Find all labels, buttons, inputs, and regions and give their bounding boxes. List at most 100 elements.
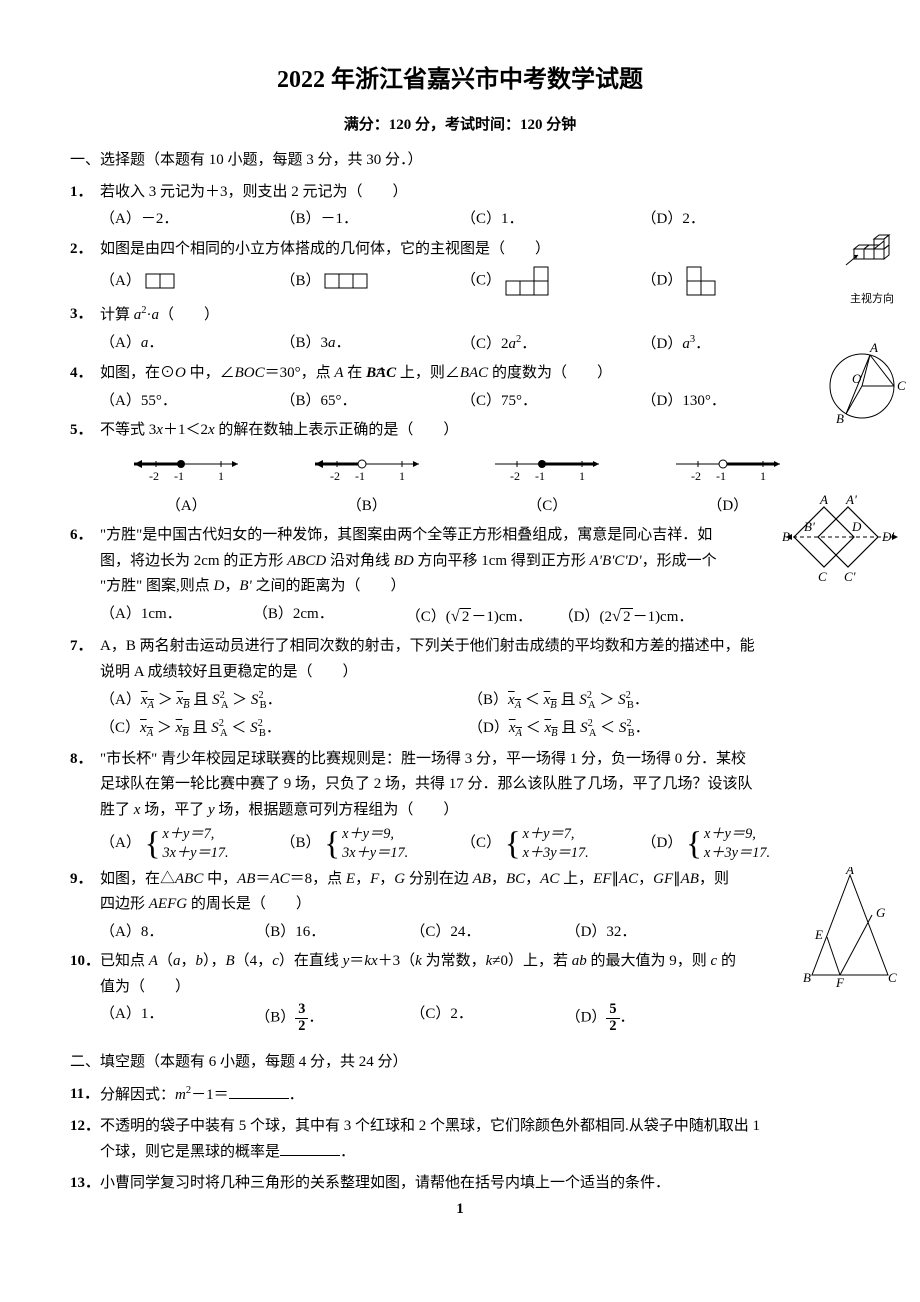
question-number: 3． <box>70 302 100 357</box>
front-view-a <box>145 271 181 291</box>
svg-text:-1: -1 <box>535 469 545 483</box>
fangsheng-figure: A A' B B' D D' C C' <box>780 493 910 603</box>
svg-text:G: G <box>876 905 886 920</box>
svg-text:-2: -2 <box>149 469 159 483</box>
option-c: -2 -1 1 （C） <box>461 446 634 520</box>
question-3: 3． 计算 a2·a（ ） （A）a． （B）3a． （C）2a2． （D）a3… <box>70 302 850 357</box>
question-text: A，B 两名射击运动员进行了相同次数的射击，下列关于他们射击成绩的平均数和方差的… <box>100 634 850 685</box>
option-a: （A）55°． <box>100 389 273 415</box>
question-2: 2． 如图是由四个相同的小立方体搭成的几何体，它的主视图是（ ） （A） （B）… <box>70 237 850 299</box>
answer-blank <box>229 1084 289 1099</box>
option-b: （B） <box>281 269 454 295</box>
front-view-d <box>686 264 722 298</box>
question-number: 1． <box>70 180 100 233</box>
svg-text:-2: -2 <box>691 469 701 483</box>
option-a: （A）1cm． <box>100 602 245 631</box>
svg-text:E: E <box>814 927 823 942</box>
view-direction-label: 主视方向 <box>844 290 900 309</box>
question-number: 12． <box>70 1114 100 1167</box>
svg-text:1: 1 <box>760 469 766 483</box>
question-number: 2． <box>70 237 100 299</box>
option-d: （D）52． <box>566 1002 713 1034</box>
question-text: 分解因式：m2－1＝． <box>100 1082 850 1109</box>
question-number: 9． <box>70 867 100 946</box>
option-d: （D）32． <box>566 920 713 946</box>
option-d: （D）2． <box>642 207 815 233</box>
svg-text:O: O <box>852 371 862 386</box>
option-b: （B） {x＋y＝9,3x＋y＝17. <box>281 825 454 862</box>
front-view-b <box>324 271 374 291</box>
exam-title: 2022 年浙江省嘉兴市中考数学试题 <box>70 60 850 101</box>
option-b: （B）xA ＜ xB 且 S2A ＞ S2B． <box>468 687 828 715</box>
question-text: "市长杯" 青少年校园足球联赛的比赛规则是：胜一场得 3 分，平一场得 1 分，… <box>100 747 850 824</box>
question-1: 1． 若收入 3 元记为＋3，则支出 2 元记为（ ） （A）－2． （B）－1… <box>70 180 850 233</box>
question-text: 小曹同学复习时将几种三角形的关系整理如图，请帮他在括号内填上一个适当的条件． <box>100 1171 850 1197</box>
svg-text:D: D <box>851 519 862 534</box>
option-c: （C） <box>461 264 634 298</box>
option-b: （B）－1． <box>281 207 454 233</box>
option-c: （C）2． <box>410 1002 557 1034</box>
question-8: 8． "市长杯" 青少年校园足球联赛的比赛规则是：胜一场得 3 分，平一场得 1… <box>70 747 850 863</box>
number-line-c: -2 -1 1 <box>487 450 607 490</box>
svg-text:-1: -1 <box>355 469 365 483</box>
question-text: 若收入 3 元记为＋3，则支出 2 元记为（ ） <box>100 180 850 206</box>
question-text: 如图，在△ABC 中，AB＝AC＝8，点 E，F，G 分别在边 AB，BC，AC… <box>100 867 740 918</box>
page-number: 1 <box>0 1197 920 1223</box>
option-b: -2 -1 1 （B） <box>281 446 454 520</box>
option-a: （A）8． <box>100 920 247 946</box>
svg-text:-2: -2 <box>330 469 340 483</box>
svg-text:A': A' <box>845 493 857 507</box>
svg-text:1: 1 <box>399 469 405 483</box>
option-d: （D）xA ＜ xB 且 S2A ＜ S2B． <box>468 715 828 743</box>
question-11: 11． 分解因式：m2－1＝． <box>70 1082 850 1111</box>
svg-text:C: C <box>888 970 897 985</box>
option-a: （A）xA ＞ xB 且 S2A ＞ S2B． <box>100 687 460 715</box>
number-line-b: -2 -1 1 <box>307 450 427 490</box>
svg-text:-1: -1 <box>716 469 726 483</box>
option-a: （A）a． <box>100 331 273 358</box>
option-a: （A）1． <box>100 1002 247 1034</box>
number-line-d: -2 -1 1 <box>668 450 788 490</box>
option-c: （C）(2－1)cm． <box>406 602 551 631</box>
section-2-header: 二、填空题（本题有 6 小题，每题 4 分，共 24 分） <box>70 1050 850 1076</box>
question-text: 如图，在⊙O 中，∠BOC＝30°，点 A 在 BAC 上，则∠BAC 的度数为… <box>100 361 850 387</box>
svg-text:B': B' <box>804 519 815 534</box>
question-10: 10． 已知点 A（a，b），B（4，c）在直线 y＝kx＋3（k 为常数，k≠… <box>70 949 850 1034</box>
question-9: 9． 如图，在△ABC 中，AB＝AC＝8，点 E，F，G 分别在边 AB，BC… <box>70 867 850 946</box>
question-number: 4． <box>70 361 100 414</box>
option-b: （B）32． <box>255 1002 402 1034</box>
option-b: （B）65°． <box>281 389 454 415</box>
svg-text:C': C' <box>844 569 856 584</box>
option-b: （B）2cm． <box>253 602 398 631</box>
question-text: 如图是由四个相同的小立方体搭成的几何体，它的主视图是（ ） <box>100 237 850 263</box>
option-d: （D） {x＋y＝9,x＋3y＝17. <box>642 825 815 862</box>
isometric-figure: 主视方向 <box>844 231 900 309</box>
option-c: （C）24． <box>410 920 557 946</box>
question-text: 已知点 A（a，b），B（4，c）在直线 y＝kx＋3（k 为常数，k≠0）上，… <box>100 949 740 1000</box>
question-12: 12． 不透明的袋子中装有 5 个球，其中有 3 个红球和 2 个黑球，它们除颜… <box>70 1114 850 1167</box>
question-text: 不透明的袋子中装有 5 个球，其中有 3 个红球和 2 个黑球，它们除颜色外都相… <box>100 1114 850 1165</box>
svg-text:-1: -1 <box>174 469 184 483</box>
question-text: "方胜"是中国古代妇女的一种发饰，其图案由两个全等正方形相叠组成，寓意是同心吉祥… <box>100 523 730 600</box>
svg-text:B: B <box>782 529 790 544</box>
question-text: 不等式 3x＋1＜2x 的解在数轴上表示正确的是（ ） <box>100 418 850 444</box>
svg-text:A: A <box>845 867 854 877</box>
option-c: （C）75°． <box>461 389 634 415</box>
svg-text:1: 1 <box>579 469 585 483</box>
svg-text:A: A <box>869 343 878 355</box>
option-a: -2 -1 1 （A） <box>100 446 273 520</box>
question-number: 10． <box>70 949 100 1034</box>
question-number: 7． <box>70 634 100 743</box>
option-c: （C）xA ＞ xB 且 S2A ＜ S2B． <box>100 715 460 743</box>
svg-text:A: A <box>819 493 828 507</box>
option-d: （D）130°． <box>642 389 815 415</box>
question-5: 5． 不等式 3x＋1＜2x 的解在数轴上表示正确的是（ ） -2 -1 1 <box>70 418 850 519</box>
svg-text:C: C <box>818 569 827 584</box>
question-13: 13． 小曹同学复习时将几种三角形的关系整理如图，请帮他在括号内填上一个适当的条… <box>70 1171 850 1199</box>
question-7: 7． A，B 两名射击运动员进行了相同次数的射击，下列关于他们射击成绩的平均数和… <box>70 634 850 743</box>
option-b: （B）3a． <box>281 331 454 358</box>
question-number: 8． <box>70 747 100 863</box>
question-text: 计算 a2·a（ ） <box>100 302 850 329</box>
option-c: （C）2a2． <box>461 331 634 358</box>
option-d: （D）a3． <box>642 331 815 358</box>
